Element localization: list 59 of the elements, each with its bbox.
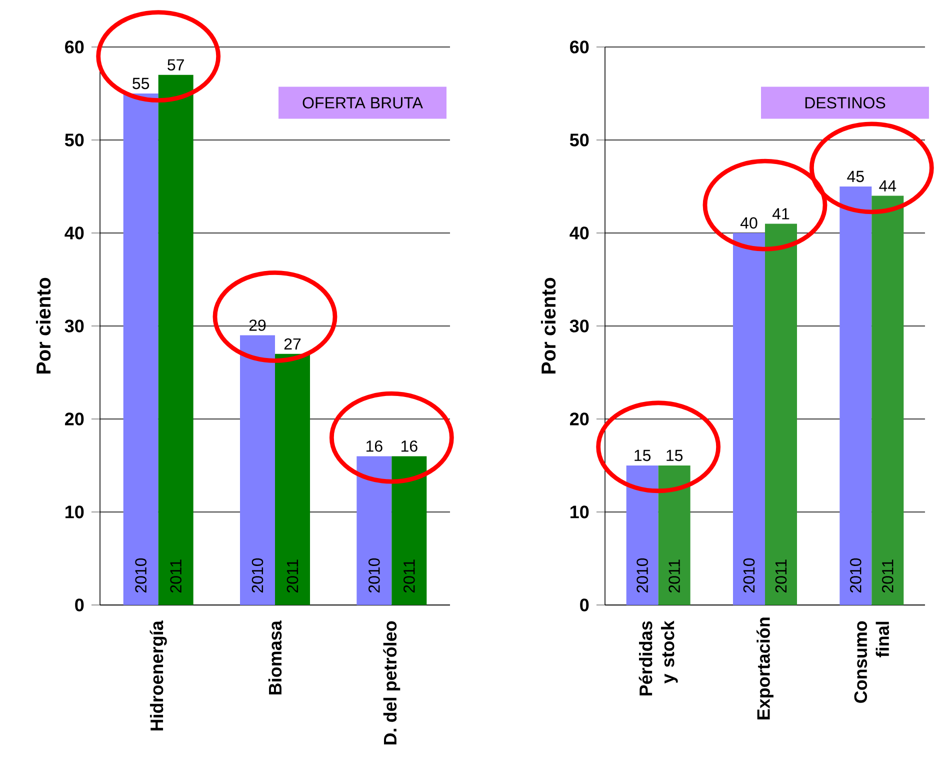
series-label: 2010: [135, 558, 146, 592]
data-label: 40: [740, 217, 758, 229]
data-label: 16: [366, 440, 382, 452]
bar: [356, 456, 392, 605]
y-tick-label: 60: [570, 40, 589, 54]
bar: [158, 74, 194, 605]
text: 2010: [743, 558, 755, 592]
text: 2011: [286, 560, 298, 592]
bar: [240, 335, 276, 605]
series-label: 2011: [668, 560, 680, 592]
x-tick-label: Consumo final: [854, 621, 890, 703]
bar: [626, 465, 658, 605]
y-tick-label: 0: [75, 598, 84, 612]
bar: [392, 456, 427, 605]
bar: [764, 224, 797, 605]
y-tick-label: 60: [65, 40, 84, 54]
text: 2010: [636, 558, 648, 592]
x-tick-label: Exportación: [756, 618, 774, 720]
text: 2011: [775, 560, 787, 592]
data-label: 45: [847, 170, 864, 182]
text: DESTINOS: [805, 97, 886, 108]
y-tick-label: 40: [64, 226, 84, 240]
text: 2010: [252, 558, 264, 592]
bar: [872, 196, 904, 605]
series-label: 2011: [404, 560, 415, 592]
text: 2010: [368, 558, 380, 592]
y-axis-title: Por ciento: [540, 278, 556, 374]
y-tick-label: 20: [65, 412, 84, 426]
y-tick-label: 30: [570, 320, 589, 332]
data-label: 27: [284, 338, 301, 350]
series-label: 2010: [850, 558, 862, 592]
data-label: 44: [879, 180, 896, 192]
data-label: 15: [634, 450, 651, 462]
y-tick-label: 0: [580, 598, 589, 612]
x-tick-label: D. del petróleo: [383, 621, 400, 744]
y-tick-label: 50: [64, 134, 84, 146]
text: OFERTA BRUTA: [302, 97, 423, 108]
y-tick-label: 10: [66, 506, 84, 518]
bar: [123, 93, 158, 605]
bar: [840, 186, 872, 605]
y-tick-label: 40: [570, 226, 589, 240]
bar: [732, 233, 765, 605]
data-label: 15: [666, 450, 683, 462]
y-tick-label: 10: [570, 506, 589, 518]
data-label: 41: [772, 208, 790, 220]
x-tick-label: Biomasa: [268, 620, 282, 694]
bar: [658, 465, 690, 605]
bar: [275, 354, 310, 605]
data-label: 55: [132, 78, 150, 90]
y-tick-label: 30: [64, 320, 84, 332]
y-tick-label: 20: [570, 412, 589, 426]
y-axis-title: Por ciento: [36, 278, 51, 374]
y-tick-label: 50: [570, 134, 589, 146]
data-label: 57: [168, 59, 184, 70]
x-tick-label: Pérdidas y stock: [638, 620, 678, 696]
text: 2011: [882, 560, 894, 592]
text: 2011: [170, 560, 182, 592]
data-label: 16: [401, 440, 418, 452]
x-tick-label: Hidroenergía: [150, 620, 167, 730]
